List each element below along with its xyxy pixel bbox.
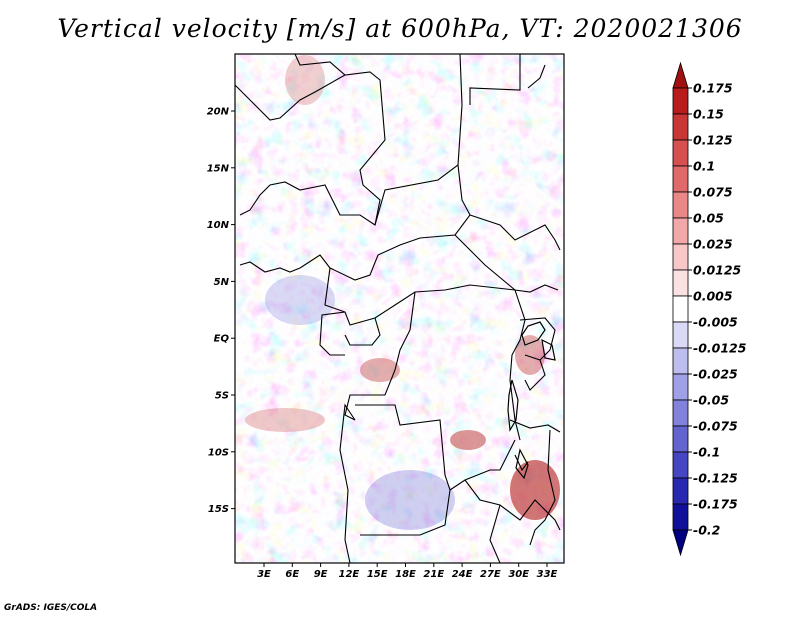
chart-title: Vertical velocity [m/s] at 600hPa, VT: 2… <box>57 14 743 43</box>
colorbar-segment <box>672 243 689 271</box>
lat-label: 15N <box>207 163 230 174</box>
country-borders <box>235 54 561 563</box>
lon-label: 21E <box>423 569 444 580</box>
lon-label: 15E <box>367 569 388 580</box>
lon-label: 12E <box>339 569 360 580</box>
colorbar-label: 0.025 <box>693 237 733 252</box>
lat-label: 20N <box>207 107 230 118</box>
colorbar-segment <box>672 321 689 349</box>
colorbar-label: -0.125 <box>693 471 738 486</box>
colorbar-segment <box>672 503 689 531</box>
grads-credit: GrADS: IGES/COLA <box>4 603 98 613</box>
colorbar-label: 0.15 <box>693 107 724 122</box>
lat-label: 10N <box>207 220 230 231</box>
lon-label: 18E <box>395 569 416 580</box>
colorbar-label: 0.175 <box>693 81 733 96</box>
colorbar-label: 0.05 <box>693 211 724 226</box>
colorbar-label: 0.075 <box>693 185 733 200</box>
map-panel <box>235 54 564 563</box>
colorbar-segment <box>672 165 689 193</box>
colorbar-segment <box>672 139 689 167</box>
colorbar-segment <box>672 451 689 479</box>
lat-label: 5S <box>215 391 229 402</box>
lon-label: 6E <box>285 569 299 580</box>
lat-label: EQ <box>214 334 230 345</box>
lon-label: 27E <box>480 569 501 580</box>
colorbar-label: -0.005 <box>693 315 738 330</box>
colorbar-label: -0.175 <box>693 497 738 512</box>
colorbar-label: 0.125 <box>693 133 733 148</box>
vertical-velocity-field <box>235 54 564 563</box>
lon-label: 3E <box>257 569 271 580</box>
colorbar-segment <box>672 399 689 427</box>
colorbar-segment <box>672 373 689 401</box>
colorbar-label: -0.2 <box>693 523 720 538</box>
colorbar-label: -0.075 <box>693 419 738 434</box>
map-frame <box>234 53 565 564</box>
colorbar-segment <box>672 87 689 115</box>
colorbar-label: -0.0125 <box>693 341 747 356</box>
colorbar-segment <box>672 347 689 375</box>
colorbar-label: -0.05 <box>693 393 729 408</box>
lat-label: 10S <box>208 447 229 458</box>
longitude-axis: 3E 6E 9E 12E 15E 18E 21E 24E 27E 30E 33E <box>257 563 558 580</box>
colorbar-segment <box>672 217 689 245</box>
colorbar-label: 0.1 <box>693 159 715 174</box>
colorbar-label: -0.1 <box>693 445 720 460</box>
lat-label: 15S <box>208 504 229 515</box>
colorbar-segment <box>672 425 689 453</box>
colorbar-bottom-arrow <box>672 529 689 557</box>
colorbar-segment <box>672 295 689 323</box>
colorbar-label: -0.025 <box>693 367 738 382</box>
colorbar-segment <box>672 113 689 141</box>
colorbar-segment <box>672 269 689 297</box>
colorbar: 0.175 0.15 0.125 0.1 0.075 0.05 0.025 0.0125 0.0… <box>672 61 747 557</box>
latitude-axis: 20N 15N 10N 5N EQ 5S 10S 15S <box>207 107 235 515</box>
colorbar-segment <box>672 477 689 505</box>
colorbar-label: 0.005 <box>693 289 733 304</box>
colorbar-label: 0.0125 <box>693 263 742 278</box>
lakes <box>507 321 556 480</box>
colorbar-top-arrow <box>672 61 689 89</box>
lon-label: 30E <box>508 569 529 580</box>
lon-label: 9E <box>314 569 328 580</box>
lat-label: 5N <box>214 277 230 288</box>
convection-patches <box>245 55 560 530</box>
colorbar-segment <box>672 191 689 219</box>
lon-label: 24E <box>452 569 473 580</box>
lon-label: 33E <box>537 569 558 580</box>
